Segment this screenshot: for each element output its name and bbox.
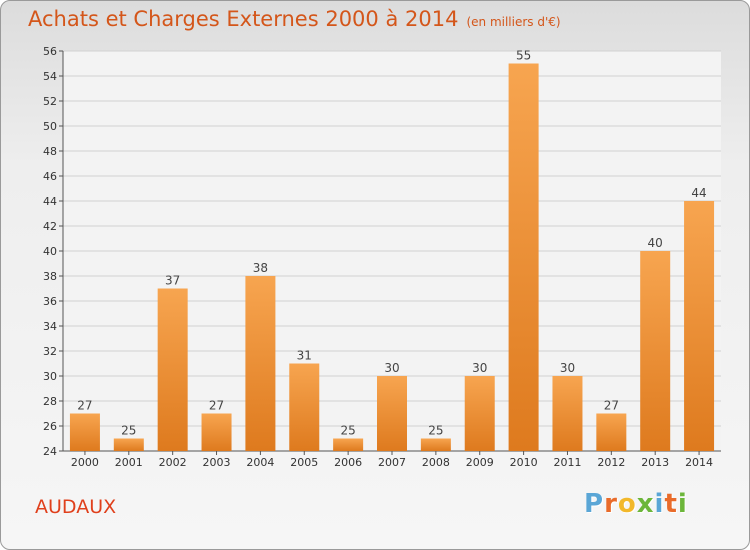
bar: [640, 251, 671, 451]
data-label: 25: [121, 424, 136, 438]
bar: [684, 201, 715, 451]
data-label: 30: [560, 361, 575, 375]
y-tick-label: 32: [43, 345, 57, 358]
chart-title: Achats et Charges Externes 2000 à 2014 (e…: [28, 7, 561, 31]
chart-title-text: Achats et Charges Externes 2000 à 2014: [28, 7, 459, 31]
y-tick-label: 34: [43, 320, 57, 333]
bar: [157, 288, 188, 451]
y-tick-label: 56: [43, 45, 57, 58]
data-label: 30: [472, 361, 487, 375]
y-tick-label: 30: [43, 370, 57, 383]
y-tick-label: 36: [43, 295, 57, 308]
x-tick-label: 2011: [553, 456, 581, 469]
y-tick-label: 44: [43, 195, 57, 208]
logo-letter: r: [604, 489, 618, 519]
logo-letter: t: [664, 489, 678, 519]
place-name: AUDAUX: [35, 496, 117, 518]
y-tick-label: 40: [43, 245, 57, 258]
bar: [377, 376, 407, 451]
data-label: 37: [165, 274, 180, 288]
data-label: 40: [648, 236, 663, 250]
data-label: 25: [428, 424, 443, 438]
x-tick-label: 2012: [597, 456, 625, 469]
x-tick-label: 2001: [115, 456, 143, 469]
bar: [552, 376, 583, 451]
bar: [333, 438, 364, 451]
x-tick-label: 2013: [641, 456, 669, 469]
bar: [464, 376, 495, 451]
bar: [201, 413, 232, 451]
logo-letter: i: [654, 489, 665, 519]
y-tick-label: 48: [43, 145, 57, 158]
logo-letter: x: [636, 489, 655, 519]
data-label: 31: [297, 349, 312, 363]
logo-letter: i: [677, 489, 688, 519]
bar: [289, 363, 320, 451]
proxiti-logo: Proxiti: [584, 489, 688, 519]
bar: [113, 438, 144, 451]
y-tick-label: 26: [43, 420, 57, 433]
y-tick-label: 52: [43, 95, 57, 108]
data-label: 38: [253, 261, 268, 275]
x-tick-label: 2014: [685, 456, 713, 469]
y-tick-label: 42: [43, 220, 57, 233]
x-tick-label: 2003: [203, 456, 231, 469]
bar: [596, 413, 627, 451]
y-tick-label: 46: [43, 170, 57, 183]
data-label: 44: [691, 186, 706, 200]
logo-letter: o: [617, 489, 637, 519]
bar: [420, 438, 451, 451]
data-label: 27: [77, 399, 92, 413]
y-tick-label: 38: [43, 270, 57, 283]
data-label: 25: [340, 424, 355, 438]
x-tick-label: 2006: [334, 456, 362, 469]
y-tick-label: 50: [43, 120, 57, 133]
y-tick-label: 28: [43, 395, 57, 408]
x-tick-label: 2002: [159, 456, 187, 469]
x-tick-label: 2008: [422, 456, 450, 469]
data-label: 55: [516, 49, 531, 63]
x-tick-label: 2010: [510, 456, 538, 469]
y-tick-label: 54: [43, 70, 57, 83]
x-tick-label: 2005: [290, 456, 318, 469]
logo-letter: P: [584, 489, 605, 519]
bar: [245, 276, 276, 451]
y-tick-label: 24: [43, 445, 57, 458]
data-label: 27: [209, 399, 224, 413]
x-tick-label: 2000: [71, 456, 99, 469]
data-label: 30: [384, 361, 399, 375]
x-tick-label: 2009: [466, 456, 494, 469]
x-tick-label: 2004: [246, 456, 274, 469]
data-label: 27: [604, 399, 619, 413]
bar: [69, 413, 100, 451]
chart-subtitle: (en milliers d'€): [466, 15, 561, 29]
bar: [508, 63, 539, 451]
x-tick-label: 2007: [378, 456, 406, 469]
